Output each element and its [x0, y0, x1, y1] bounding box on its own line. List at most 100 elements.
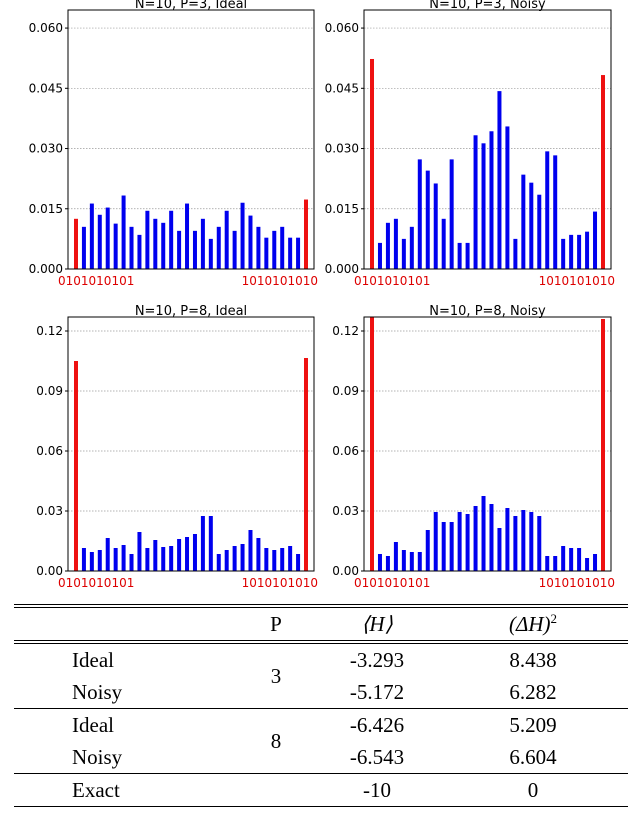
bar [97, 214, 102, 269]
bar [481, 143, 486, 269]
bar [505, 126, 510, 269]
table-row: Ideal -6.426 5.209 [14, 709, 628, 741]
bar [280, 548, 285, 571]
bar [121, 545, 126, 571]
bar [553, 155, 558, 269]
x-label-first: 0101010101 [354, 576, 430, 590]
y-tick-label: 0.03 [36, 504, 63, 518]
table-group-p3: 3 Ideal -3.293 8.438 Noisy -5.172 6.282 [14, 644, 628, 708]
bar [529, 512, 534, 571]
bar [248, 215, 253, 269]
y-tick-label: 0.000 [29, 262, 63, 276]
bar [457, 512, 462, 571]
bar [74, 218, 78, 269]
bar [145, 548, 150, 571]
chart-title: N=10, P=3, Ideal [135, 0, 247, 12]
bar [409, 226, 414, 269]
bar [449, 522, 454, 571]
bar [561, 238, 566, 269]
bar [177, 539, 182, 571]
y-tick-label: 0.12 [332, 324, 359, 338]
plot-frame [67, 9, 315, 270]
y-tick-label: 0.030 [29, 142, 63, 156]
bar [370, 58, 374, 269]
energy-value: -6.543 [349, 745, 405, 769]
bar [433, 512, 438, 571]
bar [248, 530, 253, 571]
bar [473, 506, 478, 571]
bar [129, 226, 134, 269]
bar [585, 558, 590, 571]
bar [240, 202, 245, 269]
bar [304, 358, 308, 571]
y-tick-label: 0.060 [29, 21, 63, 35]
p-value-cell: 3 [270, 664, 282, 688]
bar [385, 222, 390, 269]
bar [401, 550, 406, 571]
bar [224, 210, 229, 269]
y-tick-label: 0.03 [332, 504, 359, 518]
bar [200, 516, 205, 571]
x-label-first: 0101010101 [58, 576, 134, 590]
variance-value: 6.604 [509, 745, 557, 769]
bar [489, 131, 494, 269]
bar [521, 510, 526, 571]
bar [417, 552, 422, 571]
bar [153, 540, 158, 571]
bar [425, 530, 430, 571]
bar [169, 546, 174, 571]
y-tick-label: 0.00 [332, 564, 359, 578]
bar [505, 508, 510, 571]
bar [441, 522, 446, 571]
y-tick-label: 0.12 [36, 324, 63, 338]
bar [185, 537, 190, 571]
bar [545, 556, 550, 571]
energy-value: -5.172 [349, 680, 405, 704]
bar [465, 242, 470, 269]
bar [113, 548, 118, 571]
bar [153, 218, 158, 269]
y-tick-label: 0.09 [332, 384, 359, 398]
variance-value: 6.282 [509, 680, 557, 704]
y-tick-label: 0.030 [325, 142, 359, 156]
bar [208, 238, 213, 269]
plot-frame [363, 9, 612, 270]
bar [401, 238, 406, 269]
bar [256, 226, 261, 269]
bar [272, 550, 277, 571]
y-tick-label: 0.015 [325, 202, 359, 216]
variance-value: 8.438 [509, 648, 557, 672]
bar [137, 532, 142, 571]
bar [296, 554, 301, 571]
bar [81, 548, 86, 571]
bar [513, 516, 518, 571]
bar [200, 218, 205, 269]
bar [129, 554, 134, 571]
charts-figure: 0.000 0.015 0.030 0.045 0.060 N=10, P=3, Idea… [29, 0, 615, 590]
bar [240, 544, 245, 571]
bar [473, 135, 478, 269]
bar [161, 547, 166, 571]
bar [577, 234, 582, 269]
y-tick-label: 0.060 [325, 21, 359, 35]
chart-title: N=10, P=8, Ideal [135, 304, 247, 319]
bar [192, 230, 197, 269]
bar [74, 361, 78, 571]
chart-title: N=10, P=8, Noisy [429, 304, 546, 319]
bar [192, 534, 197, 571]
y-tick-label: 0.00 [36, 564, 63, 578]
y-tick-label: 0.06 [36, 444, 63, 458]
bar [280, 226, 285, 269]
bar [393, 218, 398, 269]
bar [113, 223, 118, 269]
y-tick-label: 0.06 [332, 444, 359, 458]
chart-title: N=10, P=3, Noisy [429, 0, 546, 12]
bar [449, 159, 454, 269]
row-label: Exact [72, 778, 120, 802]
energy-value: -6.426 [349, 713, 405, 737]
table-row-exact: Exact -10 0 [14, 774, 628, 806]
header-p: P [270, 612, 282, 636]
bar [393, 542, 398, 571]
bar [529, 182, 534, 269]
bar [232, 230, 237, 269]
